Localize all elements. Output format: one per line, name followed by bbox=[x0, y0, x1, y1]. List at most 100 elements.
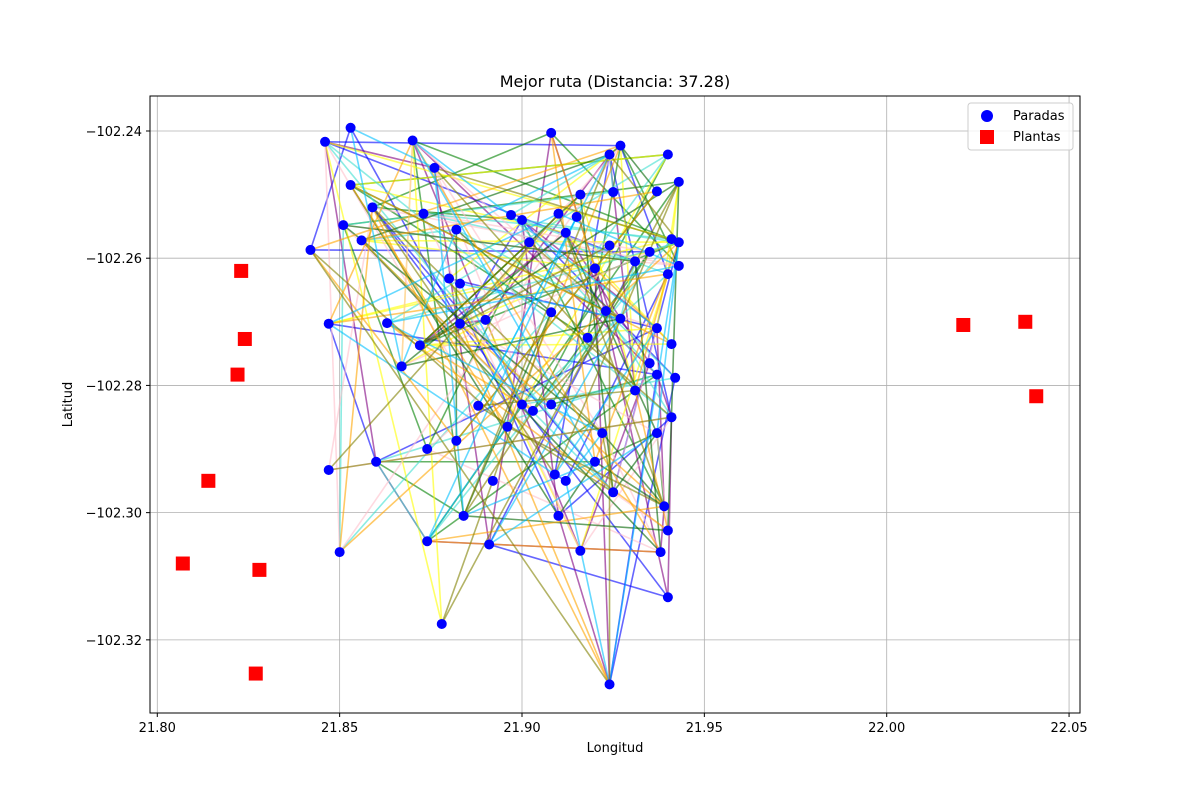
stop-point bbox=[673, 237, 684, 248]
stop-point bbox=[666, 412, 677, 423]
stop-point bbox=[589, 456, 600, 467]
route-segment bbox=[328, 323, 556, 476]
stop-point bbox=[455, 318, 465, 329]
stop-point bbox=[305, 244, 316, 255]
stop-point bbox=[673, 176, 684, 187]
stop-point bbox=[604, 149, 615, 160]
stop-point bbox=[604, 240, 615, 251]
stop-point bbox=[600, 305, 611, 316]
stop-point bbox=[644, 358, 655, 369]
stop-point bbox=[473, 400, 484, 411]
route-segment bbox=[419, 181, 680, 347]
route-segment bbox=[459, 323, 665, 507]
route-segment bbox=[488, 318, 622, 545]
stop-point bbox=[673, 260, 684, 271]
route-segment bbox=[554, 154, 611, 475]
route-segment bbox=[350, 127, 435, 169]
route-segment bbox=[608, 242, 680, 685]
y-tick-label: −102.26 bbox=[86, 252, 142, 267]
stop-point bbox=[546, 307, 557, 318]
x-tick-label: 21.95 bbox=[686, 721, 723, 736]
legend-box bbox=[967, 102, 1074, 151]
route-segment bbox=[328, 212, 559, 325]
route-segment bbox=[400, 229, 458, 367]
legend-label-plantas: Plantas bbox=[1013, 130, 1061, 145]
x-tick-label: 21.80 bbox=[139, 721, 176, 736]
route-segment bbox=[372, 132, 552, 209]
route-segment bbox=[426, 216, 578, 542]
stop-point bbox=[382, 318, 393, 329]
route-segment bbox=[441, 181, 680, 625]
stop-point bbox=[651, 428, 662, 439]
route-segment bbox=[386, 265, 679, 324]
route-segment bbox=[667, 181, 680, 275]
route-segment bbox=[338, 207, 374, 553]
y-axis-title: Latitud bbox=[61, 382, 76, 428]
route-segment bbox=[510, 153, 610, 216]
stop-point bbox=[560, 475, 571, 486]
plant-point bbox=[175, 556, 190, 571]
route-segment bbox=[455, 228, 552, 313]
stop-point bbox=[608, 187, 619, 198]
y-tick-label: −102.24 bbox=[86, 125, 142, 140]
route-segment bbox=[349, 184, 509, 428]
route-segment bbox=[601, 432, 614, 493]
x-tick-label: 22.05 bbox=[1050, 721, 1087, 736]
route-segment bbox=[565, 273, 669, 482]
stop-point bbox=[396, 361, 407, 372]
stop-point bbox=[517, 215, 527, 226]
x-axis-title: Longitud bbox=[587, 741, 644, 756]
legend-marker-plantas bbox=[980, 130, 994, 144]
route-segment bbox=[309, 127, 352, 251]
stop-point bbox=[604, 679, 615, 690]
route-segment bbox=[608, 154, 680, 243]
stop-point bbox=[662, 149, 673, 160]
stop-point bbox=[630, 256, 641, 267]
route-segment bbox=[412, 139, 680, 244]
route-segment bbox=[528, 241, 621, 320]
route-segment bbox=[456, 153, 610, 231]
stop-point bbox=[356, 235, 367, 246]
route-segment bbox=[564, 480, 611, 685]
route-segment bbox=[328, 416, 672, 471]
stop-point bbox=[414, 340, 425, 351]
stop-point bbox=[546, 127, 557, 138]
route-segment bbox=[619, 145, 658, 192]
route-segment bbox=[488, 432, 658, 546]
plant-point bbox=[234, 263, 249, 278]
stop-point bbox=[553, 208, 564, 219]
stop-point bbox=[451, 224, 462, 235]
route-segment bbox=[349, 184, 560, 517]
route-segment bbox=[462, 410, 534, 517]
y-tick-label: −102.32 bbox=[86, 634, 142, 649]
route-segment bbox=[656, 242, 680, 434]
stop-point bbox=[407, 135, 418, 146]
route-segment bbox=[371, 206, 611, 685]
route-segment bbox=[426, 448, 661, 553]
stop-point bbox=[444, 273, 455, 284]
stop-point bbox=[345, 122, 356, 133]
x-tick-label: 21.85 bbox=[321, 721, 358, 736]
route-segment bbox=[433, 167, 603, 434]
stop-point bbox=[517, 399, 527, 410]
route-segment bbox=[612, 432, 658, 493]
plant-point bbox=[230, 367, 245, 382]
route-segment bbox=[565, 432, 603, 482]
plant-point bbox=[1018, 314, 1033, 329]
route-segment bbox=[434, 167, 680, 244]
route-segment bbox=[328, 273, 668, 325]
stop-point bbox=[418, 208, 429, 219]
y-tick-label: −102.28 bbox=[86, 379, 142, 394]
route-segment bbox=[419, 244, 610, 347]
route-segment bbox=[619, 145, 636, 391]
route-segment bbox=[579, 416, 673, 552]
stop-point bbox=[546, 399, 557, 410]
route-segment bbox=[371, 206, 614, 493]
data-points bbox=[175, 122, 1044, 690]
plant-point bbox=[248, 666, 263, 681]
route-segment bbox=[400, 140, 414, 367]
legend: Paradas Plantas bbox=[967, 102, 1074, 151]
route-segment bbox=[510, 214, 658, 376]
route-segment bbox=[427, 505, 665, 543]
